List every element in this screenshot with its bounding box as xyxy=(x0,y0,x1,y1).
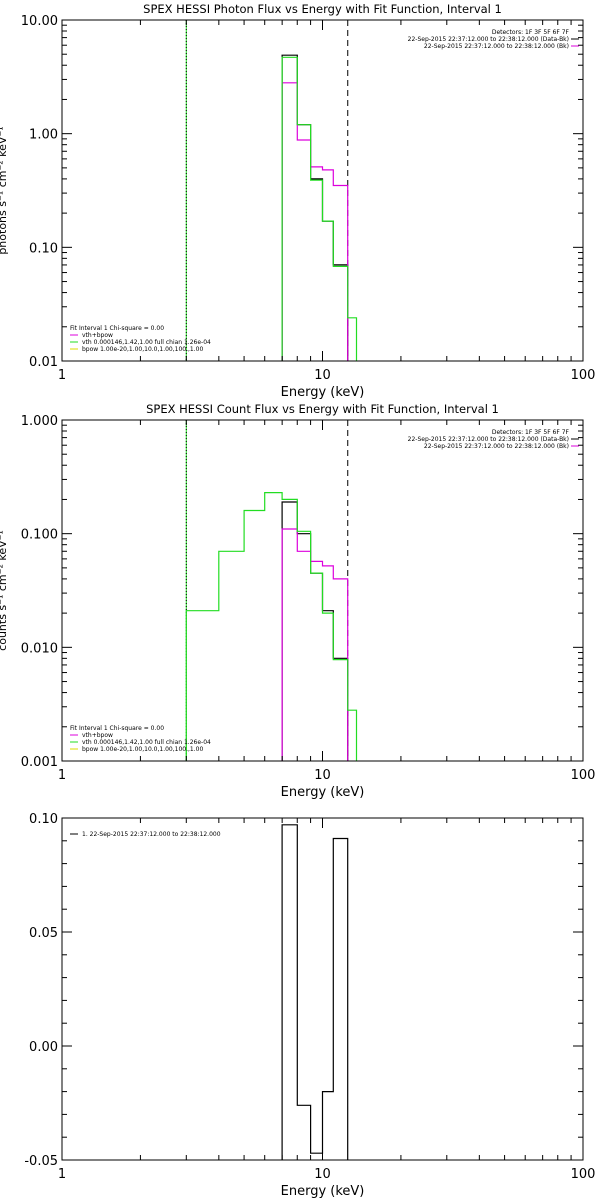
x-axis-label: Energy (keV) xyxy=(281,1184,365,1199)
y-tick-label: 0.001 xyxy=(21,755,58,770)
y-tick-label: 0.10 xyxy=(29,241,58,256)
y-tick-label: 0.100 xyxy=(21,528,58,543)
y-axis-label: counts s⁻¹ cm⁻² keV⁻¹ xyxy=(0,530,9,651)
x-tick-label: 1 xyxy=(58,1167,66,1182)
series-2-step-line xyxy=(281,82,349,361)
series-1-step-line xyxy=(281,824,349,1160)
x-tick-label: 100 xyxy=(571,1167,596,1182)
x-tick-label: 1 xyxy=(58,368,66,383)
header-line: 22-Sep-2015 22:37:12.000 to 22:38:12.000… xyxy=(408,436,569,443)
x-tick-label: 1 xyxy=(58,768,66,783)
y-tick-label: -0.05 xyxy=(24,1154,58,1169)
y-axis-label: photons s⁻¹ cm⁻² keV⁻¹ xyxy=(0,126,9,254)
x-axis-label: Energy (keV) xyxy=(281,785,365,800)
y-tick-label: 0.01 xyxy=(29,355,58,370)
plot-area xyxy=(185,420,358,761)
y-tick-label: 1.000 xyxy=(21,414,58,429)
series-1-step-line xyxy=(281,54,349,361)
header-line: Detectors: 1F 3F 5F 6F 7F xyxy=(492,29,570,36)
y-tick-label: 1.00 xyxy=(29,128,58,143)
legend-item: vth+bpow xyxy=(82,732,113,739)
series-3-step-line xyxy=(185,492,358,761)
chart-title: SPEX HESSI Photon Flux vs Energy with Fi… xyxy=(143,2,502,16)
chart-panel-1: SPEX HESSI Photon Flux vs Energy with Fi… xyxy=(0,2,595,400)
x-tick-label: 10 xyxy=(314,768,331,783)
y-tick-label: 0.10 xyxy=(29,812,58,827)
chart-panel-3: 1 10 100 -0.05 0.00 0.05 0.10 Energy (keV) 1. 22… xyxy=(24,812,595,1199)
x-axis-label: Energy (keV) xyxy=(281,385,365,400)
x-tick-label: 10 xyxy=(314,1167,331,1182)
header-line: 22-Sep-2015 22:37:12.000 to 22:38:12.000… xyxy=(424,443,569,450)
legend-title: Fit Interval 1 Chi-square = 0.00 xyxy=(70,725,164,732)
y-tick-label: 0.00 xyxy=(29,1040,58,1055)
plot-area xyxy=(185,20,358,361)
legend-item: bpow 1.00e-20,1.00,10.0,1.00,100.,1.00 xyxy=(82,346,203,353)
chart-panel-2: SPEX HESSI Count Flux vs Energy with Fit… xyxy=(0,402,595,800)
header-line: 22-Sep-2015 22:37:12.000 to 22:38:12.000… xyxy=(424,43,569,50)
legend-title: Fit Interval 1 Chi-square = 0.00 xyxy=(70,325,164,332)
legend-item: bpow 1.00e-20,1.00,10.0,1.00,100.,1.00 xyxy=(82,746,203,753)
legend-item: 1. 22-Sep-2015 22:37:12.000 to 22:38:12.… xyxy=(82,831,221,838)
header-line: Detectors: 1F 3F 5F 6F 7F xyxy=(492,429,570,436)
legend-item: vth 0.000146,1.42,1.00 full chian 1.26e-… xyxy=(82,339,211,346)
x-tick-label: 100 xyxy=(571,768,596,783)
y-tick-label: 0.05 xyxy=(29,926,58,941)
x-tick-label: 100 xyxy=(571,368,596,383)
plot-area xyxy=(281,824,349,1160)
x-tick-label: 10 xyxy=(314,368,331,383)
y-tick-label: 0.010 xyxy=(21,641,58,656)
chart-title: SPEX HESSI Count Flux vs Energy with Fit… xyxy=(146,402,499,416)
header-line: 22-Sep-2015 22:37:12.000 to 22:38:12.000… xyxy=(408,36,569,43)
legend-item: vth 0.000146,1.42,1.00 full chian 1.26e-… xyxy=(82,739,211,746)
legend-item: vth+bpow xyxy=(82,332,113,339)
series-3-step-line xyxy=(281,56,358,361)
series-2-step-line xyxy=(281,528,349,761)
y-tick-label: 10.00 xyxy=(21,14,58,29)
